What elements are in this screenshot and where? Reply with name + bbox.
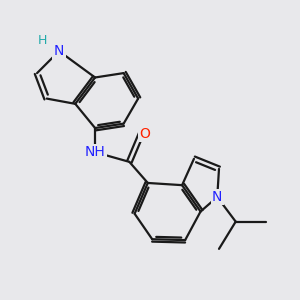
Text: NH: NH bbox=[85, 145, 105, 159]
Text: H: H bbox=[38, 34, 47, 46]
Text: O: O bbox=[139, 127, 150, 141]
Text: N: N bbox=[54, 44, 64, 58]
Text: N: N bbox=[212, 190, 222, 204]
